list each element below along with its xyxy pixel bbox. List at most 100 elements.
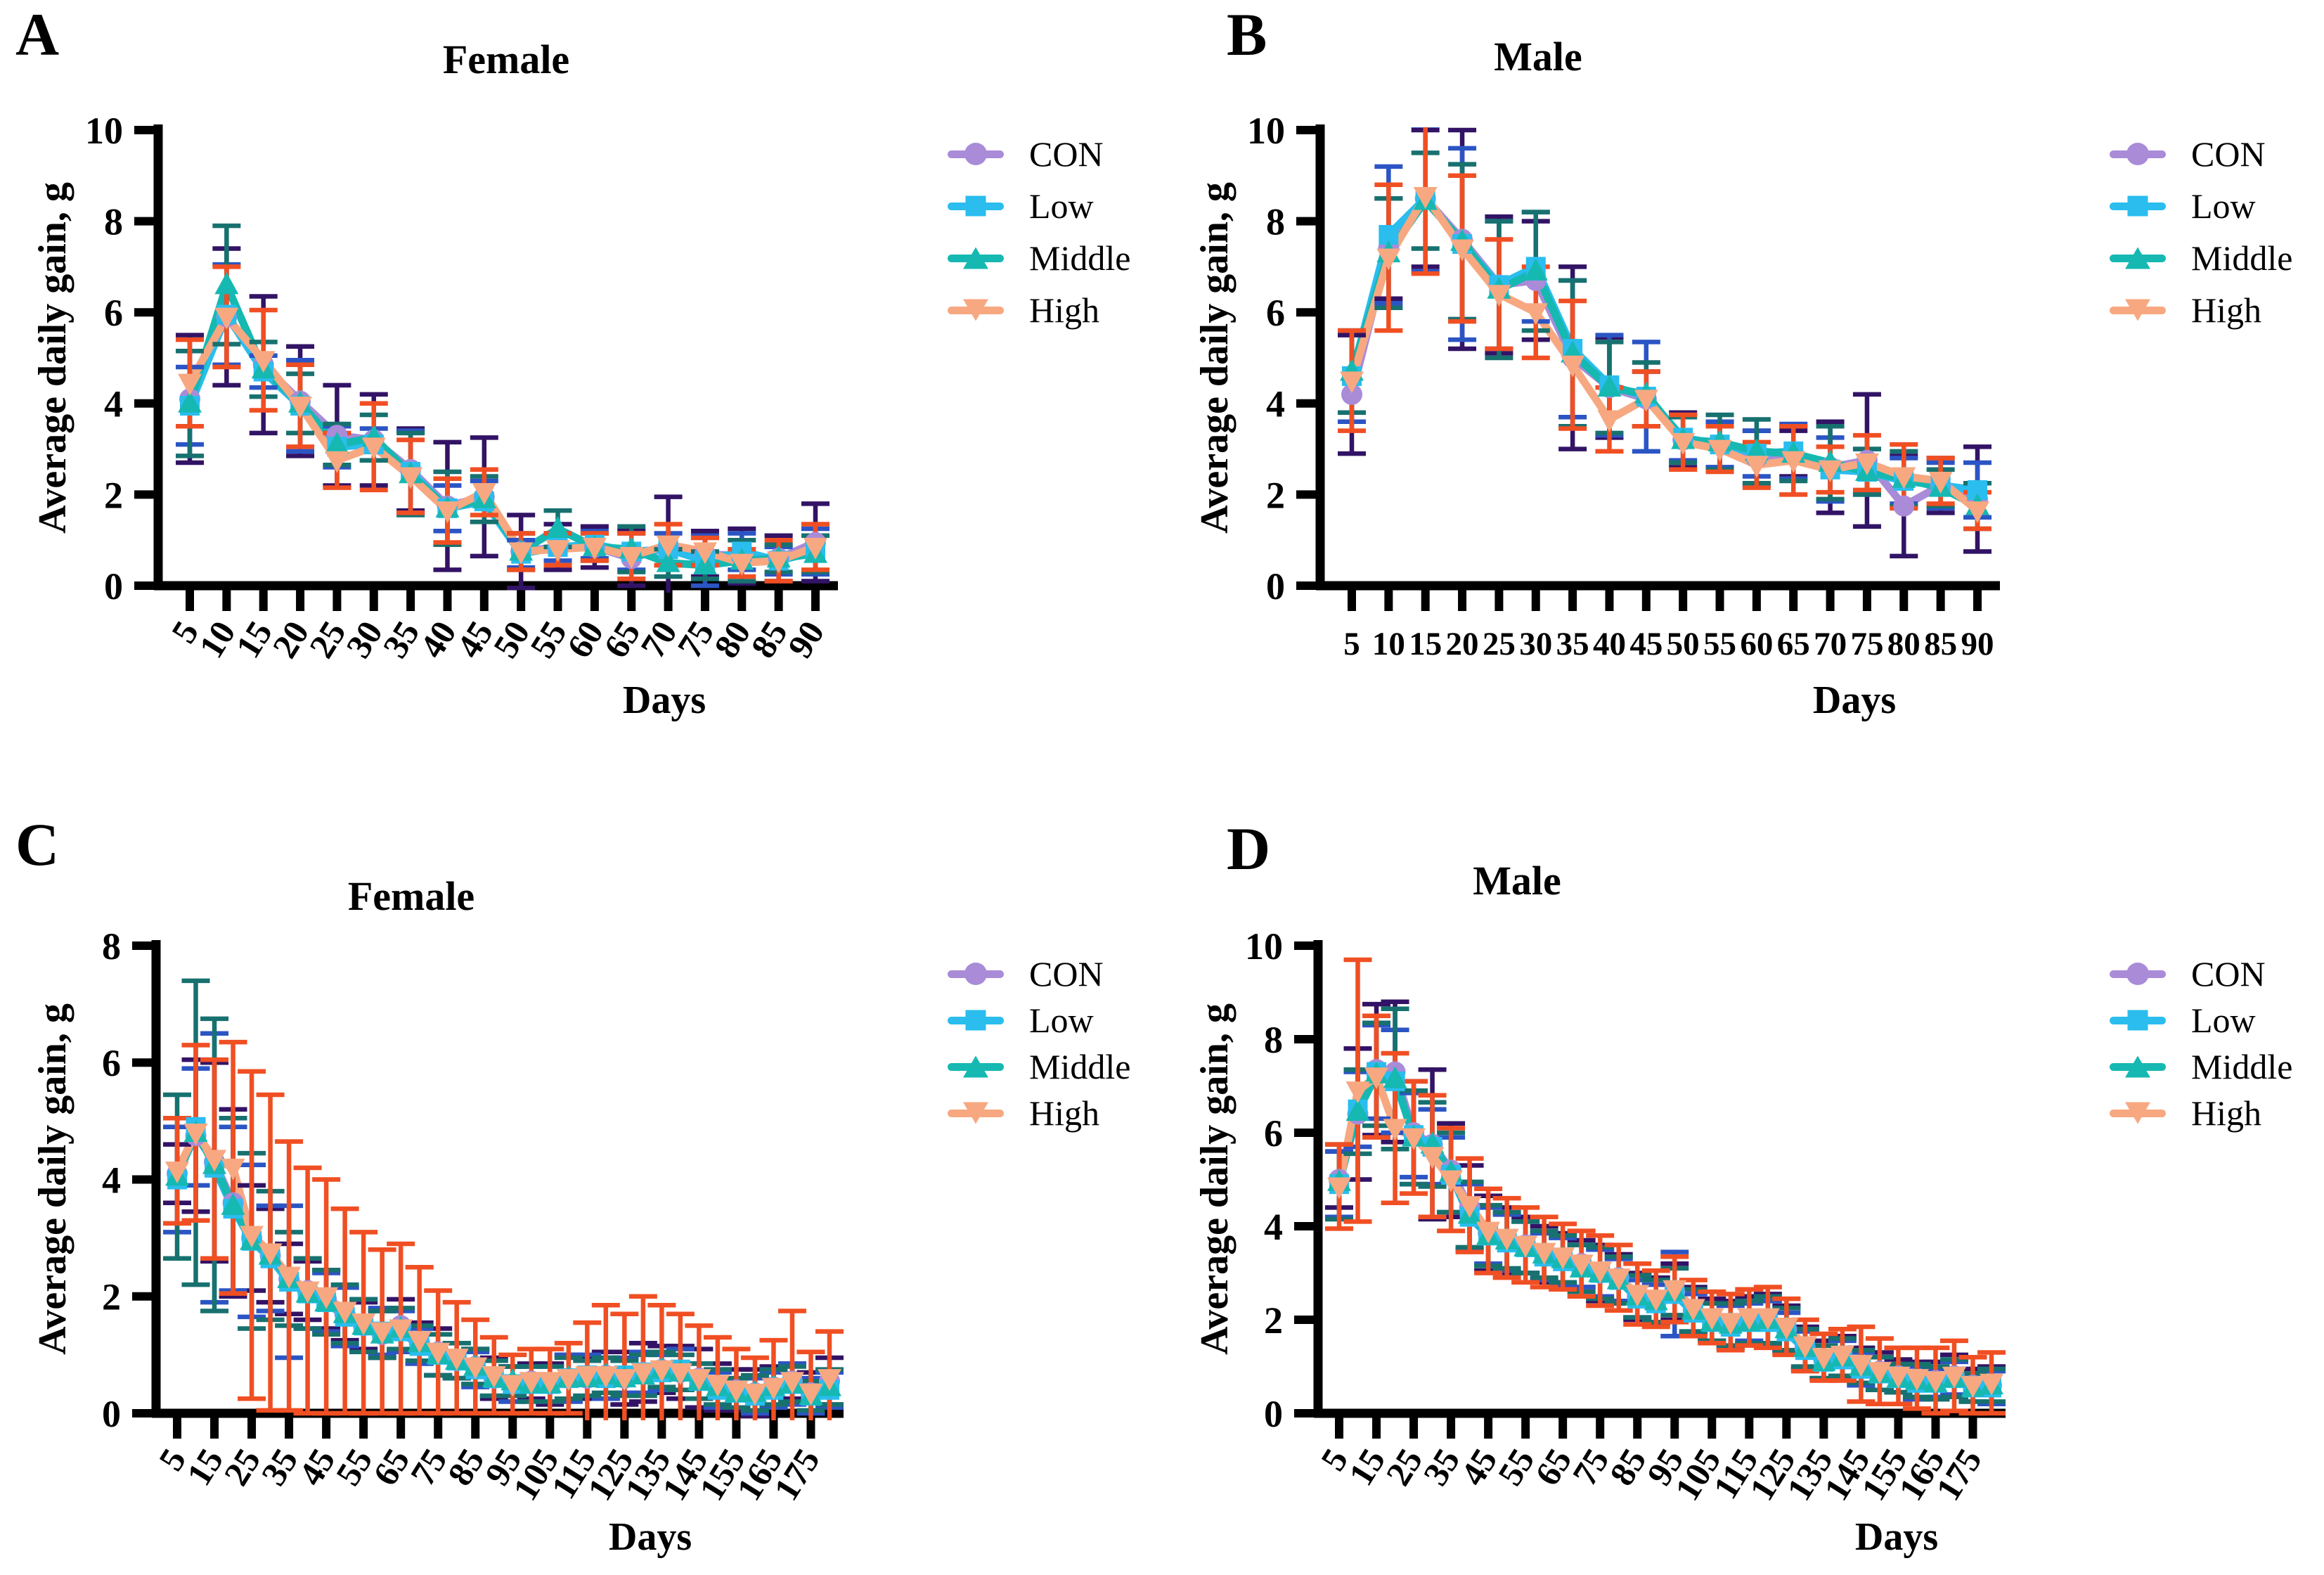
legend-item-middle: Middle xyxy=(948,1049,1130,1084)
series-markers xyxy=(1340,186,1989,524)
x-tick-label: 35 xyxy=(1556,626,1589,662)
error-bars xyxy=(1325,957,2006,1416)
y-tick-label: 0 xyxy=(104,565,123,608)
panel-title: Female xyxy=(442,37,570,82)
series-line-con xyxy=(1348,194,1982,510)
legend-item-high: High xyxy=(2110,292,2292,328)
y-tick-label: 4 xyxy=(102,1159,121,1201)
con-circle-icon xyxy=(2110,962,2166,986)
series-line-high xyxy=(1348,192,1982,515)
series-markers-high xyxy=(178,307,827,576)
x-tick-label: 90 xyxy=(1961,626,1994,662)
legend-item-high: High xyxy=(948,292,1130,328)
x-tick-label: 80 xyxy=(1887,626,1920,662)
legend-label: High xyxy=(1029,290,1099,330)
y-axis-label: Average daily gain, g xyxy=(31,182,75,534)
series-markers-con xyxy=(1341,188,1988,517)
legend-label: Middle xyxy=(2191,238,2293,278)
legend: CON Low Middle High xyxy=(948,136,1130,350)
y-tick-label: 2 xyxy=(1266,474,1285,516)
x-tick-label: 15 xyxy=(1409,626,1442,662)
panel-a-female: 0 2 4 6 8 10 5 10 15 20 25 30 35 40 45 50 55 60 65 70 75 80 85… xyxy=(0,0,1162,788)
high-triangle-down-icon xyxy=(948,298,1004,322)
x-tick-label: 75 xyxy=(1850,626,1883,662)
panel-letter: C xyxy=(15,811,60,878)
series-markers-high xyxy=(165,1124,841,1406)
x-axis-label: Days xyxy=(608,1515,692,1559)
y-tick-label: 2 xyxy=(104,474,123,516)
y-tick-label: 4 xyxy=(1266,383,1285,425)
y-tick-label: 8 xyxy=(104,201,123,243)
chart-canvas-d: 0246810515253545556575859510511512513514… xyxy=(1245,925,2006,1507)
axis-ticks xyxy=(132,941,815,1439)
panel-d-male: 0 2 4 6 8 10 5 15 25 35 45 55 65 75 85 95 105 115 125 135 14… xyxy=(1162,788,2324,1575)
x-axis-label: Days xyxy=(1812,679,1897,722)
error-bars-low xyxy=(176,262,829,589)
y-tick-label: 6 xyxy=(1264,1112,1283,1155)
legend-label: High xyxy=(2191,1093,2261,1133)
legend-label: CON xyxy=(2191,954,2266,994)
legend-label: High xyxy=(2191,290,2261,330)
legend-label: Low xyxy=(2191,186,2256,226)
con-circle-icon xyxy=(2110,142,2166,166)
y-tick-label: 8 xyxy=(1264,1019,1283,1061)
x-tick-label: 175 xyxy=(1928,1441,1989,1507)
series-markers xyxy=(1327,1059,2003,1399)
legend-item-con: CON xyxy=(948,956,1130,991)
series-markers xyxy=(178,272,827,576)
series-lines xyxy=(186,281,820,570)
y-tick-label: 0 xyxy=(102,1393,121,1435)
y-tick-label: 8 xyxy=(102,925,121,968)
series-markers-high xyxy=(1327,1067,2003,1399)
y-tick-label: 0 xyxy=(1266,565,1285,608)
middle-triangle-up-icon xyxy=(948,1055,1004,1079)
series-markers xyxy=(165,1117,841,1406)
x-tick-label: 10 xyxy=(1372,626,1405,662)
axes xyxy=(1313,940,2006,1418)
y-tick-label: 4 xyxy=(104,383,123,425)
axis-ticks xyxy=(134,126,820,611)
legend-item-con: CON xyxy=(2110,136,2292,172)
x-tick-label: 85 xyxy=(1924,626,1957,662)
legend: CON Low Middle High xyxy=(948,956,1130,1148)
axes xyxy=(153,124,838,591)
panel-letter: D xyxy=(1227,815,1271,882)
con-circle-icon xyxy=(948,962,1004,986)
panel-letter: A xyxy=(15,1,60,68)
x-tick-label: 30 xyxy=(1519,626,1552,662)
series-line-middle xyxy=(1348,196,1982,510)
series-line-high xyxy=(186,313,820,567)
legend-item-high: High xyxy=(948,1095,1130,1131)
x-tick-label: 90 xyxy=(780,614,832,664)
series-line-low xyxy=(1348,194,1982,494)
legend-label: High xyxy=(1029,1093,1099,1133)
legend-label: CON xyxy=(2191,134,2266,174)
axis-ticks xyxy=(1294,941,1977,1439)
panel-letter: B xyxy=(1227,1,1267,68)
low-square-icon xyxy=(2110,1008,2166,1032)
legend-item-con: CON xyxy=(948,136,1130,172)
low-square-icon xyxy=(948,1008,1004,1032)
axes xyxy=(1315,124,2000,591)
x-tick-label: 20 xyxy=(1446,626,1479,662)
y-tick-label: 10 xyxy=(1245,925,1283,968)
x-tick-label: 5 xyxy=(1343,626,1360,662)
low-square-icon xyxy=(948,194,1004,218)
x-tick-label: 40 xyxy=(1593,626,1626,662)
high-triangle-down-icon xyxy=(948,1101,1004,1125)
legend: CON Low Middle High xyxy=(2110,136,2293,350)
low-square-icon xyxy=(2110,194,2166,218)
series-markers-high xyxy=(1340,186,1989,524)
y-tick-label: 4 xyxy=(1264,1206,1283,1248)
series-markers-middle xyxy=(1340,188,1989,515)
panel-title: Female xyxy=(347,873,475,919)
error-bars-con xyxy=(176,246,829,593)
legend-label: CON xyxy=(1029,134,1104,174)
legend-item-low: Low xyxy=(2110,1003,2292,1038)
chart-canvas-c: 0246851525354555657585951051151251351451… xyxy=(102,925,844,1507)
y-tick-label: 6 xyxy=(1266,292,1285,334)
x-tick-label: 60 xyxy=(1740,626,1773,662)
error-bars-con xyxy=(1325,999,2006,1406)
